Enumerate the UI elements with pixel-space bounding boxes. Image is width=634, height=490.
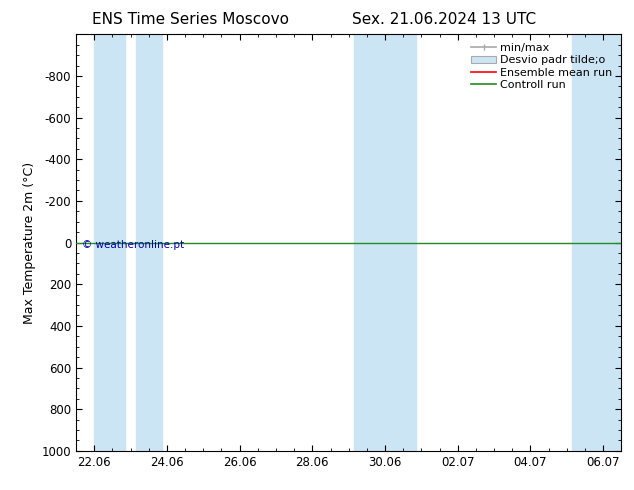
Bar: [94, 34, 125, 451]
Bar: [354, 34, 416, 451]
Y-axis label: Max Temperature 2m (°C): Max Temperature 2m (°C): [23, 162, 36, 323]
Bar: [573, 34, 621, 451]
Legend: min/max, Desvio padr tilde;o, Ensemble mean run, Controll run: min/max, Desvio padr tilde;o, Ensemble m…: [468, 40, 616, 93]
Bar: [136, 34, 162, 451]
Text: © weatheronline.pt: © weatheronline.pt: [82, 241, 184, 250]
Text: ENS Time Series Moscovo: ENS Time Series Moscovo: [92, 12, 288, 27]
Text: Sex. 21.06.2024 13 UTC: Sex. 21.06.2024 13 UTC: [352, 12, 536, 27]
